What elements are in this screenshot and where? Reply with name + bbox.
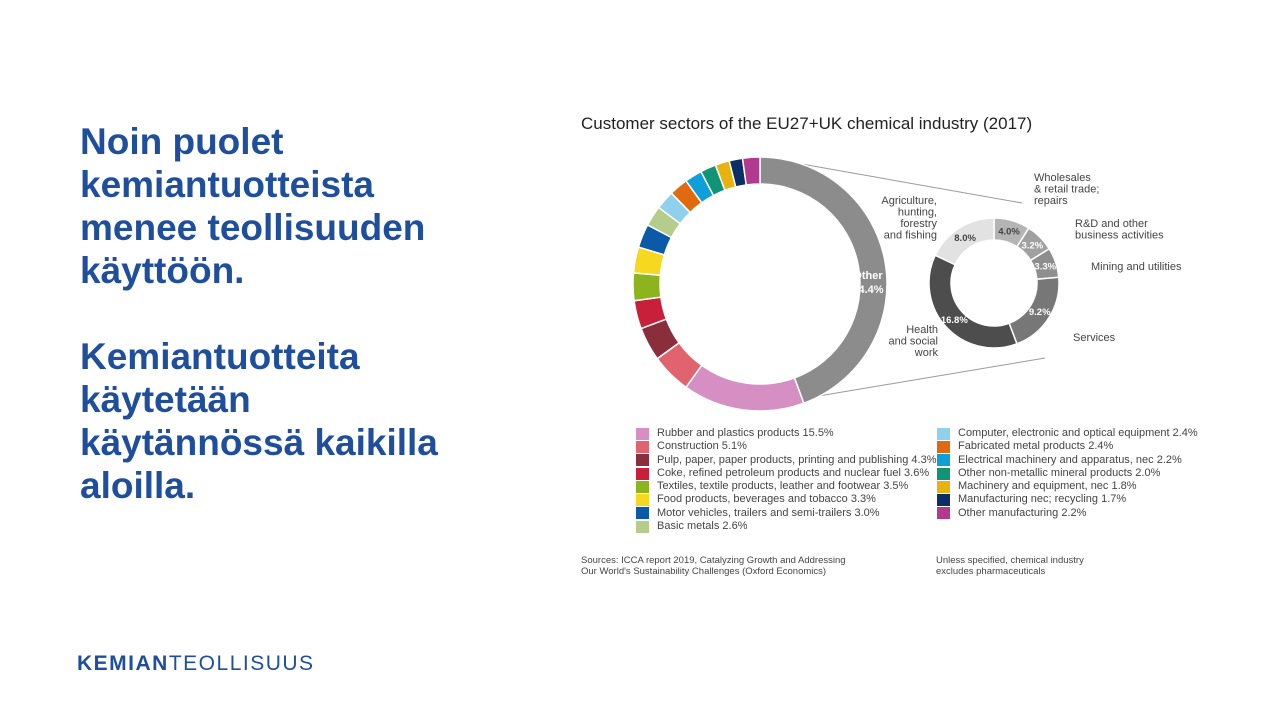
legend-swatch (636, 467, 649, 480)
label-rd-line-1: R&D and other (1075, 218, 1148, 230)
legend-text: Pulp, paper, paper products, printing an… (657, 453, 937, 466)
breakdown-slice-health-and-social-work (928, 254, 1018, 349)
legend-swatch (937, 494, 950, 507)
legend-text: Motor vehicles, trailers and semi-traile… (657, 506, 880, 519)
legend-text: Other non-metallic mineral products 2.0% (958, 466, 1161, 479)
pharma-note-line-1: Unless specified, chemical industry (936, 555, 1084, 566)
label-health-line-1: Health (906, 324, 938, 336)
sources-line-2: Our World's Sustainability Challenges (O… (581, 566, 827, 577)
legend-item: Coke, refined petroleum products and nuc… (636, 467, 936, 480)
legend-swatch (937, 427, 950, 440)
legend-item: Other manufacturing 2.2% (937, 507, 1198, 520)
legend-item: Motor vehicles, trailers and semi-traile… (636, 507, 936, 520)
legend-item: Fabricated metal products 2.4% (937, 440, 1198, 453)
legend-text: Textiles, textile products, leather and … (657, 480, 909, 493)
label-mining-line-1: Mining and utilities (1091, 261, 1182, 273)
legend-text: Basic metals 2.6% (657, 520, 748, 533)
pharma-note-line-2: excludes pharmaceuticals (936, 566, 1046, 577)
sources-line-1: Sources: ICCA report 2019, Catalyzing Gr… (581, 555, 846, 566)
chart-title: Customer sectors of the EU27+UK chemical… (581, 114, 1033, 133)
label-health-line-3: work (914, 347, 939, 359)
legend-text: Coke, refined petroleum products and nuc… (657, 466, 930, 479)
label-agriculture-line-1: Agriculture, (881, 195, 937, 207)
legend-swatch (937, 467, 950, 480)
headline-paragraph-2: Kemiantuotteita käytetään käytännössä ka… (80, 336, 438, 506)
legend-swatch (636, 507, 649, 520)
breakdown-value-agriculture-hunting-forestry-and-fishing: 8.0% (954, 233, 976, 244)
pharma-note: Unless specified, chemical industry excl… (936, 555, 1084, 577)
breakdown-value-services: 9.2% (1029, 307, 1051, 318)
legend-text: Food products, beverages and tobacco 3.3… (657, 493, 876, 506)
legend-item: Manufacturing nec; recycling 1.7% (937, 493, 1198, 507)
breakdown-value-r-d-and-other-business-activities: 3.2% (1022, 241, 1044, 252)
label-agriculture-line-2: hunting, (898, 207, 937, 219)
label-health-line-2: and social (888, 336, 938, 348)
connector-line-bottom (794, 357, 1046, 401)
legend-item: Machinery and equipment, nec 1.8% (937, 480, 1198, 493)
kemianteollisuus-logo: KEMIANTEOLLISUUS (77, 652, 315, 676)
legend-swatch (636, 480, 649, 493)
legend-item: Electrical machinery and apparatus, nec … (937, 454, 1198, 467)
legend-item: Rubber and plastics products 15.5% (636, 427, 936, 440)
sources-note: Sources: ICCA report 2019, Catalyzing Gr… (581, 555, 846, 577)
breakdown-value-health-and-social-work: 16.8% (941, 315, 968, 326)
breakdown-value-wholesales-retail-trade-repairs: 4.0% (998, 227, 1020, 238)
legend-swatch (636, 440, 649, 453)
main-value-other: 44.4% (852, 284, 883, 296)
legend-text: Computer, electronic and optical equipme… (958, 427, 1198, 439)
headline-paragraph-1: Noin puolet kemiantuotteista menee teoll… (80, 121, 426, 291)
label-wholesale-line-1: Wholesales (1034, 172, 1091, 184)
legend-swatch (636, 427, 649, 440)
main-label-other: Other (853, 270, 883, 282)
label-wholesale-line-3: repairs (1034, 195, 1068, 207)
legend-text: Construction 5.1% (657, 440, 747, 453)
legend-swatch (937, 480, 950, 493)
label-agriculture-line-3: forestry (900, 218, 937, 230)
legend-item: Other non-metallic mineral products 2.0% (937, 467, 1198, 480)
legend-swatch (636, 520, 649, 533)
label-agriculture-line-4: and fishing (884, 230, 937, 242)
label-rd-line-2: business activities (1075, 230, 1164, 242)
label-wholesale-line-2: & retail trade; (1034, 184, 1099, 196)
main-slice-textiles-textile-products-leather-and-footwear (632, 272, 662, 302)
legend-item: Computer, electronic and optical equipme… (937, 427, 1198, 440)
legend-text: Manufacturing nec; recycling 1.7% (958, 493, 1127, 506)
main-slice-other-manufacturing (741, 156, 761, 186)
breakdown-slice-agriculture-hunting-forestry-and-fishing (934, 217, 995, 266)
legend-swatch (937, 454, 950, 467)
main-slice-rubber-and-plastics-products (684, 364, 805, 412)
legend-text: Rubber and plastics products 15.5% (657, 427, 834, 439)
legend-left: Rubber and plastics products 15.5% Constr… (636, 427, 936, 533)
legend-swatch (937, 507, 950, 520)
legend-item: Textiles, textile products, leather and … (636, 480, 936, 493)
legend-swatch (636, 494, 649, 507)
legend-item: Food products, beverages and tobacco 3.3… (636, 493, 936, 507)
legend-item: Basic metals 2.6% (636, 520, 936, 533)
logo-part-bold: KEMIAN (77, 652, 169, 675)
logo-part-regular: TEOLLISUUS (168, 652, 315, 675)
legend-text: Other manufacturing 2.2% (958, 506, 1087, 519)
legend-item: Construction 5.1% (636, 440, 936, 453)
legend-text: Machinery and equipment, nec 1.8% (958, 480, 1137, 493)
legend-right: Computer, electronic and optical equipme… (937, 427, 1198, 520)
legend-text: Fabricated metal products 2.4% (958, 440, 1114, 453)
headline: Noin puolet kemiantuotteista menee teoll… (80, 120, 480, 507)
label-services-line-1: Services (1073, 332, 1116, 344)
legend-item: Pulp, paper, paper products, printing an… (636, 454, 936, 467)
legend-swatch (937, 440, 950, 453)
legend-text: Electrical machinery and apparatus, nec … (958, 453, 1182, 466)
legend-swatch (636, 454, 649, 467)
breakdown-value-mining-and-utilities: 3.3% (1034, 261, 1056, 272)
